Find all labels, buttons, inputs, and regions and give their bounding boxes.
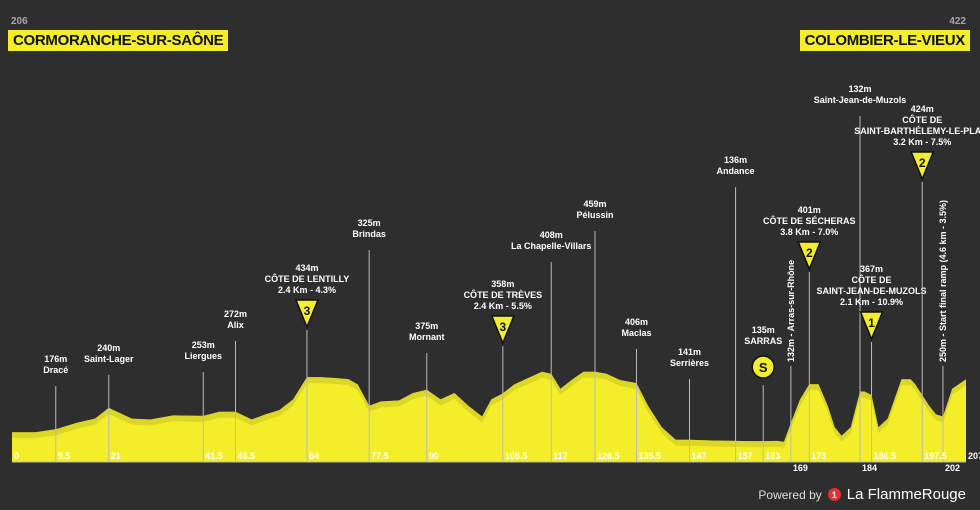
x-tick-label: 169 [793, 463, 808, 473]
waypoint-name: La Chapelle-Villars [511, 241, 591, 251]
climb-category-number: 3 [304, 304, 311, 318]
waypoint-altitude: 406m [625, 317, 648, 327]
x-tick-label: 126.5 [597, 451, 620, 461]
x-tick-label: 147 [691, 451, 706, 461]
climb-category-icon [490, 315, 515, 345]
waypoint-altitude: 141m [678, 347, 701, 357]
waypoint-altitude: 240m [97, 343, 120, 353]
x-tick-label: 197.5 [924, 451, 947, 461]
climb-category-number: 2 [806, 246, 813, 260]
waypoint-name: 3.8 Km - 7.0% [780, 227, 838, 237]
start-number: 206 [11, 16, 28, 27]
waypoint-name: CÔTE DE [852, 274, 892, 285]
x-tick-label: 157 [738, 451, 753, 461]
x-tick-label: 21 [111, 451, 121, 461]
x-tick-label: 0 [14, 451, 19, 461]
x-tick-label: 186.5 [874, 451, 897, 461]
finish-town-label: COLOMBIER-LE-VIEUX [799, 30, 970, 51]
waypoint-altitude: 375m [415, 321, 438, 331]
x-tick-label: 106.5 [505, 451, 528, 461]
powered-by-text: Powered by [758, 487, 822, 502]
climb-category-number: 2 [919, 156, 926, 170]
waypoint-name: Serrières [670, 358, 709, 368]
waypoint-name: Maclas [621, 328, 651, 338]
waypoint-altitude: 253m [192, 340, 215, 350]
flamme-rouge-logo-icon: 1 [827, 488, 841, 501]
x-tick-label: 202 [945, 463, 960, 473]
x-tick-label: 64 [309, 451, 319, 461]
footer-credit: Powered by 1 La FlammeRouge [758, 486, 966, 503]
waypoint-altitude: 401m [798, 205, 821, 215]
waypoint-altitude: 434m [295, 263, 318, 273]
waypoint-altitude: 325m [358, 218, 381, 228]
waypoint-name: SAINT-BARTHÉLEMY-LE-PLAIN [854, 126, 980, 136]
waypoint-altitude: 424m [911, 104, 934, 114]
waypoint-name: Dracé [43, 365, 68, 375]
x-tick-label: 48.5 [238, 451, 256, 461]
x-tick-label: 163 [765, 451, 780, 461]
waypoint-altitude: 135m [752, 325, 775, 335]
sprint-letter: S [759, 360, 768, 375]
x-tick-label: 173 [811, 451, 826, 461]
climb-category-number: 3 [499, 320, 506, 334]
waypoint-altitude: 459m [583, 199, 606, 209]
waypoint-altitude: 132m [848, 84, 871, 94]
climb-category-number: 1 [868, 316, 875, 330]
brand-name: La FlammeRouge [846, 486, 966, 503]
waypoint-name: CÔTE DE [902, 114, 942, 125]
x-tick-label: 184 [862, 463, 877, 473]
waypoint-name: Pélussin [576, 210, 613, 220]
waypoint-name: Liergues [185, 351, 223, 361]
waypoint-name: CÔTE DE SÉCHERAS [763, 215, 856, 226]
x-tick-label: 77.5 [371, 451, 389, 461]
x-tick-label: 117 [553, 451, 568, 461]
waypoint-name: Alix [227, 320, 244, 330]
waypoint-name: Brindas [352, 229, 386, 239]
climb-category-icon [294, 299, 320, 329]
waypoint-name: 2.4 Km - 5.5% [474, 301, 532, 311]
waypoint-name: Mornant [409, 332, 445, 342]
waypoint-name: 2.4 Km - 4.3% [278, 285, 336, 295]
start-town-label: CORMORANCHE-SUR-SAÔNE [8, 30, 229, 51]
finish-number: 422 [949, 16, 966, 27]
waypoint-altitude: 367m [860, 264, 883, 274]
waypoint-altitude: 272m [224, 309, 247, 319]
waypoint-altitude: 408m [540, 230, 563, 240]
x-tick-label: 135.5 [638, 451, 661, 461]
waypoint-name: 2.1 Km - 10.9% [840, 297, 903, 307]
x-tick-label: 9.5 [58, 451, 71, 461]
waypoint-name: SAINT-JEAN-DE-MUZOLS [817, 286, 927, 296]
waypoint-name: CÔTE DE LENTILLY [265, 273, 350, 284]
waypoint-vertical-label: 250m - Start final ramp (4.6 km - 3.5%) [938, 200, 948, 362]
waypoint-altitude: 136m [724, 155, 747, 165]
waypoint-name: 3.2 Km - 7.5% [893, 137, 951, 147]
climb-category-icon [797, 241, 822, 271]
x-tick-label: 207 [968, 451, 980, 461]
waypoint-vertical-label: 132m - Arras-sur-Rhône [786, 260, 796, 362]
x-tick-label: 90 [429, 451, 439, 461]
elevation-profile-area [12, 371, 966, 462]
waypoint-name: SARRAS [744, 336, 782, 346]
waypoint-name: Saint-Jean-de-Muzols [814, 95, 907, 105]
sprint-icon [751, 355, 775, 379]
waypoint-name: Andance [717, 166, 755, 176]
waypoint-name: CÔTE DE TRÈVES [464, 289, 543, 300]
waypoint-altitude: 176m [44, 354, 67, 364]
x-tick-label: 41.5 [205, 451, 223, 461]
climb-category-icon [859, 311, 884, 341]
climb-category-icon [910, 151, 935, 181]
waypoint-altitude: 358m [491, 279, 514, 289]
waypoint-name: Saint-Lager [84, 354, 134, 364]
